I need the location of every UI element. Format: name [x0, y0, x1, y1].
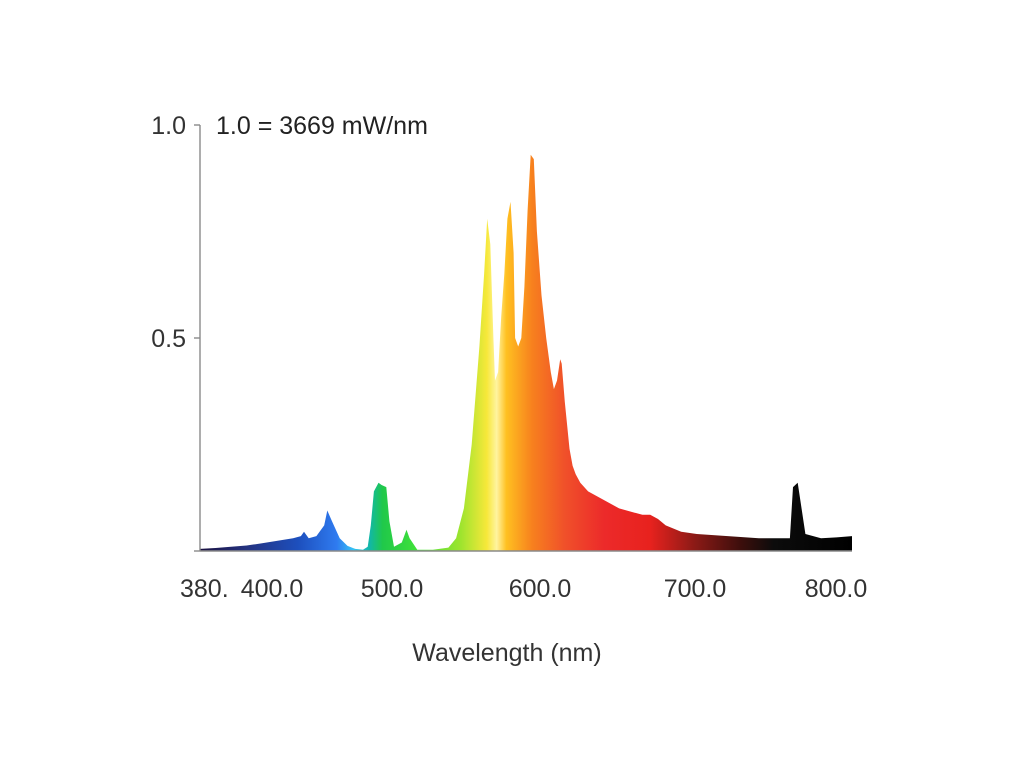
scale-annotation: 1.0 = 3669 mW/nm: [216, 112, 428, 140]
x-tick-label-700: 700.0: [664, 575, 727, 603]
x-axis-title: Wavelength (nm): [412, 639, 601, 667]
x-tick-label-380: 380.: [180, 575, 229, 603]
x-tick-label-600: 600.0: [509, 575, 572, 603]
y-tick-label-1: 1.0: [151, 112, 186, 140]
x-tick-label-800: 800.0: [805, 575, 868, 603]
axes: [194, 124, 852, 552]
x-tick-labels: 380. 400.0 500.0 600.0 700.0 800.0: [180, 575, 867, 603]
spectrum-area: [200, 154, 852, 552]
plot-area: [200, 154, 852, 552]
y-tick-label-0-5: 0.5: [151, 325, 186, 353]
x-tick-label-500: 500.0: [361, 575, 424, 603]
x-tick-label-400: 400.0: [241, 575, 304, 603]
y-tick-labels: 1.0 0.5: [151, 112, 186, 353]
